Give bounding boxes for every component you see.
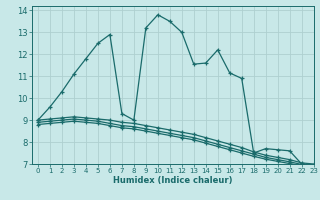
X-axis label: Humidex (Indice chaleur): Humidex (Indice chaleur) <box>113 176 233 185</box>
